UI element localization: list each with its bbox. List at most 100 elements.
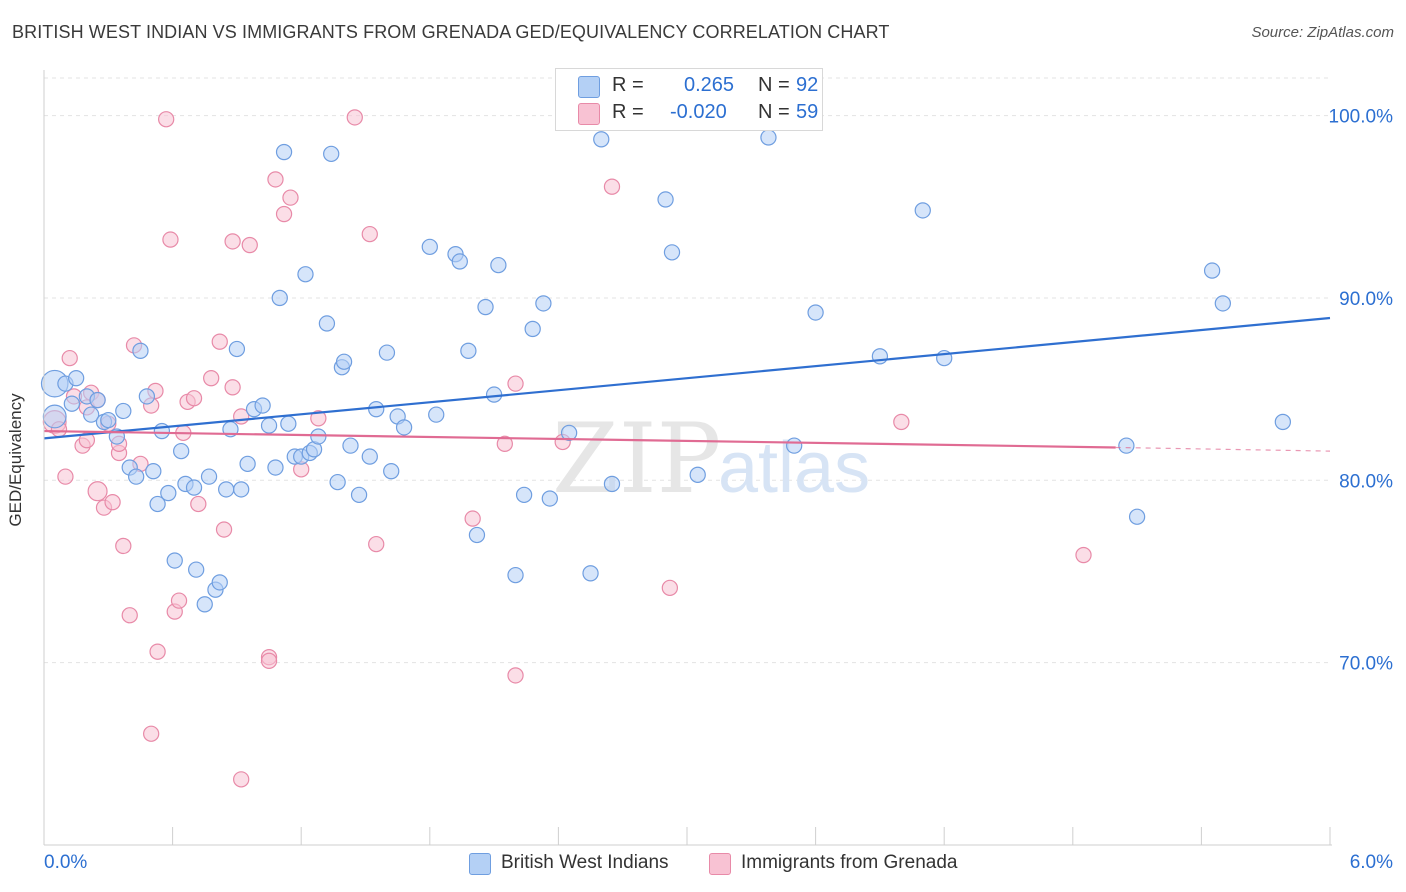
y-tick-label: 80.0% [1339,471,1393,492]
bwi-point [451,253,468,270]
bwi-point [63,395,81,412]
bwi-point [149,495,166,513]
grenada-point [661,579,679,597]
bwi-point [280,415,297,432]
grenada-point [215,521,233,538]
grenada-point [603,178,621,195]
grenada-point [115,537,132,555]
bwi-point [1203,262,1221,279]
grenada-point [211,333,228,350]
y-tick-label: 90.0% [1339,289,1393,310]
bwi-point [468,526,486,544]
bwi-point [329,473,346,491]
bwi-point [185,479,203,496]
bwi-point [115,402,132,420]
bwi-point [233,481,250,498]
grenada-point [121,607,138,624]
bwi-point [275,143,293,161]
grenada-point [496,435,513,452]
bwi-point [593,131,610,148]
bwi-point [560,424,578,442]
bwi-point [361,448,378,465]
bwi-point [239,455,256,473]
bwi-point [200,468,218,485]
legend-item-grenada: Immigrants from Grenada [709,852,989,876]
grenada-point [104,494,121,511]
bwi-point [297,266,314,283]
bwi-point [254,397,271,414]
legend-n-value: 92 [796,74,819,96]
bwi-point [395,419,413,436]
bwi-point [515,486,533,504]
grenada-point [233,771,250,788]
grenada-point [361,225,378,243]
series-bwi-points [40,129,1292,613]
grenada-point [158,111,175,128]
grenada-point [310,410,327,427]
legend-swatch-pink [709,853,731,875]
axes [43,70,1332,846]
y-tick-label: 100.0% [1329,107,1394,128]
bwi-point [460,342,477,359]
legend-swatch-blue [469,853,491,875]
grenada-point [260,652,278,669]
bwi-point [490,256,507,274]
bwi-point [760,129,777,146]
bwi-point [138,388,156,405]
bwi-point [89,391,106,409]
x-tick-label-min: 0.0% [44,852,88,873]
bwi-point [310,428,327,445]
legend-swatch-blue [578,76,600,98]
bwi-point [132,342,149,359]
bwi-point [271,289,288,307]
bwi-point [42,404,67,429]
bwi-point [1274,413,1292,431]
bwi-point [477,298,494,316]
grenada-point [143,725,160,742]
bwi-point [228,340,246,358]
grenada-point [224,379,241,396]
bwi-point [1214,295,1231,312]
legend-label-bwi: British West Indians [501,852,669,873]
correlation-legend: R = 0.265 N = 92 R = -0.020 N = 59 [555,68,823,131]
legend-r-value: 0.265 [684,74,735,96]
grenada-point [162,231,179,248]
bwi-point [485,386,503,403]
grenada-point [346,109,363,126]
bwi-point [350,486,368,504]
bwi-point [323,145,340,163]
grenada-point [1075,546,1092,564]
grenada-trend-line [43,429,1116,449]
legend-n-label: N = [758,101,790,123]
bwi-point [524,320,541,338]
grenada-point [282,189,299,206]
grenada-point [61,349,78,367]
bwi-point [535,295,552,312]
bwi-point [82,406,100,423]
grenada-point [507,375,524,392]
bwi-point [1118,437,1135,454]
grenada-point [241,236,258,254]
bwi-point [342,437,359,454]
legend-swatch-pink [578,103,600,125]
bwi-point [145,463,162,480]
bwi-point [267,459,284,476]
legend-item-bwi: British West Indians [469,852,699,876]
bwi-point [368,401,385,418]
bwi-point [689,466,706,483]
grenada-point [893,413,910,431]
legend-n-value: 59 [796,101,819,123]
grenada-point [224,233,241,250]
bwi-point [582,565,599,582]
legend-r-value: -0.020 [670,101,727,123]
grenada-point [368,535,385,553]
gridlines [44,77,1330,664]
y-tick-label: 70.0% [1339,654,1393,675]
bwi-trend-line [43,316,1331,440]
bwi-point [807,304,824,321]
bwi-point [188,561,205,578]
grenada-point [464,510,481,527]
x-tick-label-max: 6.0% [1349,852,1393,873]
bwi-point [378,344,396,361]
